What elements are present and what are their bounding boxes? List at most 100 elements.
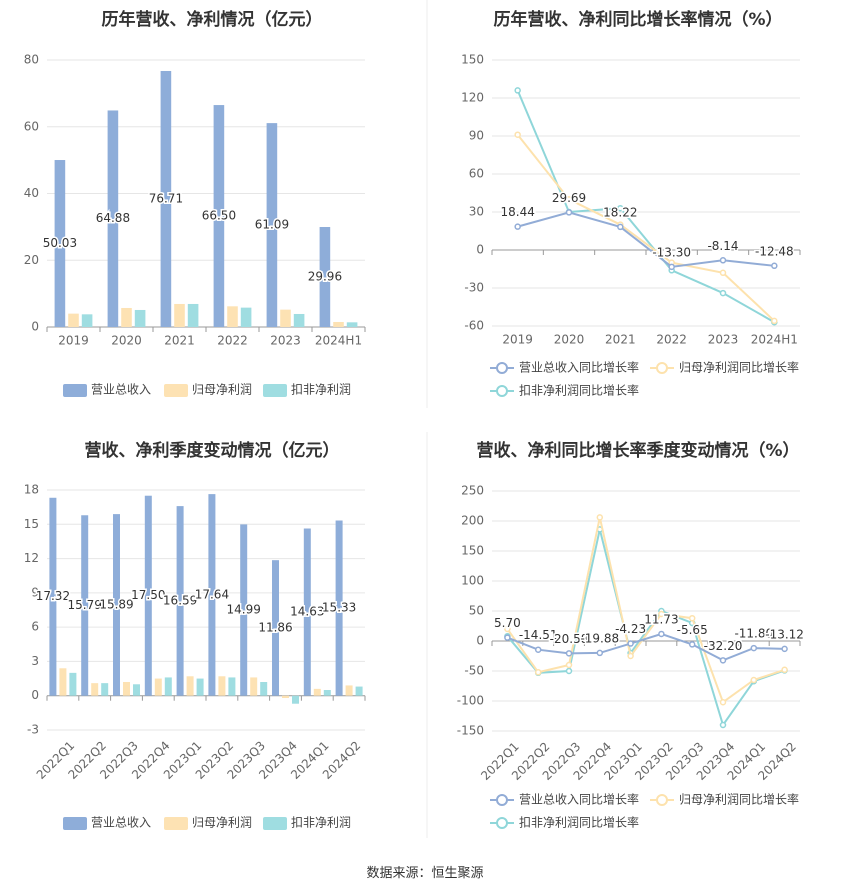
- y-tick-label: 18: [24, 483, 39, 497]
- line-data-label: -13.30: [652, 245, 691, 259]
- chart-panel-1: 历年营收、净利情况（亿元） 0 20 40 60 80 2019 2020 2021 2022 20…: [24, 9, 366, 397]
- x-tick-label: 2020: [111, 334, 142, 348]
- y-tick-label: 200: [461, 514, 484, 528]
- line-point: [565, 667, 573, 675]
- chart-title: 营收、净利同比增长率季度变动情况（%）: [476, 440, 799, 461]
- y-tick-label: 150: [461, 53, 484, 67]
- line-deducted-profit-growth: [516, 90, 775, 324]
- y-tick-label: -100: [457, 694, 484, 708]
- y-tick-label: 12: [24, 551, 39, 565]
- legend-swatch: [164, 817, 188, 830]
- bar-parent-profit: [250, 677, 258, 696]
- x-tick-label: 2024H1: [751, 333, 798, 347]
- bar-revenue: [113, 514, 121, 696]
- line-point: [771, 262, 778, 270]
- legend-label: 扣非净利润: [291, 816, 351, 830]
- x-tick-label: 2020: [554, 333, 585, 347]
- line-point: [504, 634, 511, 641]
- line-data-label: -11.80: [734, 627, 773, 641]
- line-point: [565, 650, 573, 657]
- bar-parent-profit: [345, 685, 353, 696]
- bar-deducted-profit: [260, 682, 268, 696]
- line-point: [719, 698, 727, 706]
- y-tick-label: 9: [31, 585, 39, 599]
- chart-title: 营收、净利季度变动情况（亿元）: [85, 440, 340, 461]
- bar-revenue: [107, 110, 119, 327]
- line-point: [514, 87, 521, 94]
- y-tick-label: -60: [464, 319, 484, 333]
- line-point: [514, 223, 521, 230]
- bar-revenue: [81, 515, 89, 696]
- line-point: [750, 676, 758, 684]
- legend-label: 归母净利润同比增长率: [679, 792, 799, 807]
- legend-label: 扣非净利润同比增长率: [519, 383, 639, 398]
- line-point: [534, 646, 542, 653]
- line-point: [514, 131, 521, 138]
- bar-deducted-profit: [69, 672, 77, 696]
- legend-swatch: [263, 817, 287, 830]
- bar-deducted-profit: [132, 684, 140, 696]
- bar-deducted-profit: [164, 677, 172, 696]
- bar-data-label: 15.89: [99, 597, 133, 611]
- chart-panel-4: 营收、净利同比增长率季度变动情况（%） -150 -100 -50 0 50 100 150 2…: [457, 440, 806, 830]
- legend-label: 营业总收入: [91, 383, 151, 397]
- line-data-label: -32.20: [704, 639, 743, 653]
- legend-label: 营业总收入同比增长率: [519, 360, 639, 375]
- bar-deducted-profit: [228, 677, 236, 696]
- y-tick-label: 60: [469, 167, 484, 181]
- bar-data-label: 11.86: [258, 620, 292, 634]
- line-parent-profit-growth: [506, 517, 785, 704]
- bar-data-label: 64.88: [96, 211, 130, 225]
- legend-swatch: [656, 362, 668, 374]
- bar-deducted-profit: [240, 307, 252, 327]
- chart-title: 历年营收、净利情况（亿元）: [102, 9, 323, 30]
- y-tick-label: -150: [457, 724, 484, 738]
- bar-deducted-profit: [134, 309, 146, 327]
- legend-label: 营业总收入同比增长率: [519, 792, 639, 807]
- x-tick-label: 2023: [708, 333, 739, 347]
- line-point: [596, 649, 604, 657]
- bar-deducted-profit: [346, 322, 358, 327]
- chart-legend: 营业总收入 归母净利润 扣非净利润: [63, 383, 351, 397]
- bar-deducted-profit: [293, 313, 305, 327]
- y-tick-label: 0: [476, 634, 484, 648]
- y-tick-label: 30: [469, 205, 484, 219]
- bar-data-label: 76.71: [149, 191, 183, 205]
- line-data-label: -19.88: [580, 631, 619, 645]
- chart-panel-2: 历年营收、净利同比增长率情况（%） -60 -30 0 30 60 90 120 150 2019…: [461, 9, 801, 398]
- x-tick-label: 2022: [656, 333, 687, 347]
- bar-data-label: 16.59: [163, 593, 197, 607]
- line-data-label: 18.22: [603, 205, 637, 219]
- bar-parent-profit: [123, 682, 130, 696]
- bar-data-label: 15.79: [68, 598, 102, 612]
- x-tick-label: 2022: [217, 334, 248, 348]
- y-tick-label: 80: [24, 53, 39, 67]
- y-tick-label: 60: [24, 119, 39, 133]
- legend-swatch: [263, 384, 287, 397]
- bar-parent-profit: [333, 321, 344, 327]
- legend-label: 归母净利润: [192, 816, 252, 830]
- line-point: [688, 641, 696, 648]
- x-tick-label: 2023: [270, 334, 301, 348]
- bar-revenue: [266, 123, 278, 327]
- x-tick-label: 2024H1: [315, 334, 362, 348]
- line-revenue-growth: [507, 632, 785, 662]
- bar-data-label: 66.50: [202, 209, 236, 223]
- x-tick-label: 2019: [502, 333, 533, 347]
- legend-swatch: [496, 794, 508, 806]
- line-data-label: -12.48: [755, 244, 794, 258]
- bar-data-label: 29.96: [308, 270, 342, 284]
- bar-parent-profit: [59, 668, 67, 696]
- line-point: [658, 610, 665, 618]
- line-point: [504, 625, 511, 633]
- y-tick-label: 0: [31, 320, 39, 334]
- bar-revenue: [176, 506, 184, 696]
- line-data-label: -4.23: [615, 622, 646, 636]
- line-data-label: 5.70: [494, 616, 521, 630]
- y-tick-label: 6: [31, 620, 39, 634]
- bar-parent-profit: [174, 303, 185, 327]
- line-point: [617, 204, 624, 212]
